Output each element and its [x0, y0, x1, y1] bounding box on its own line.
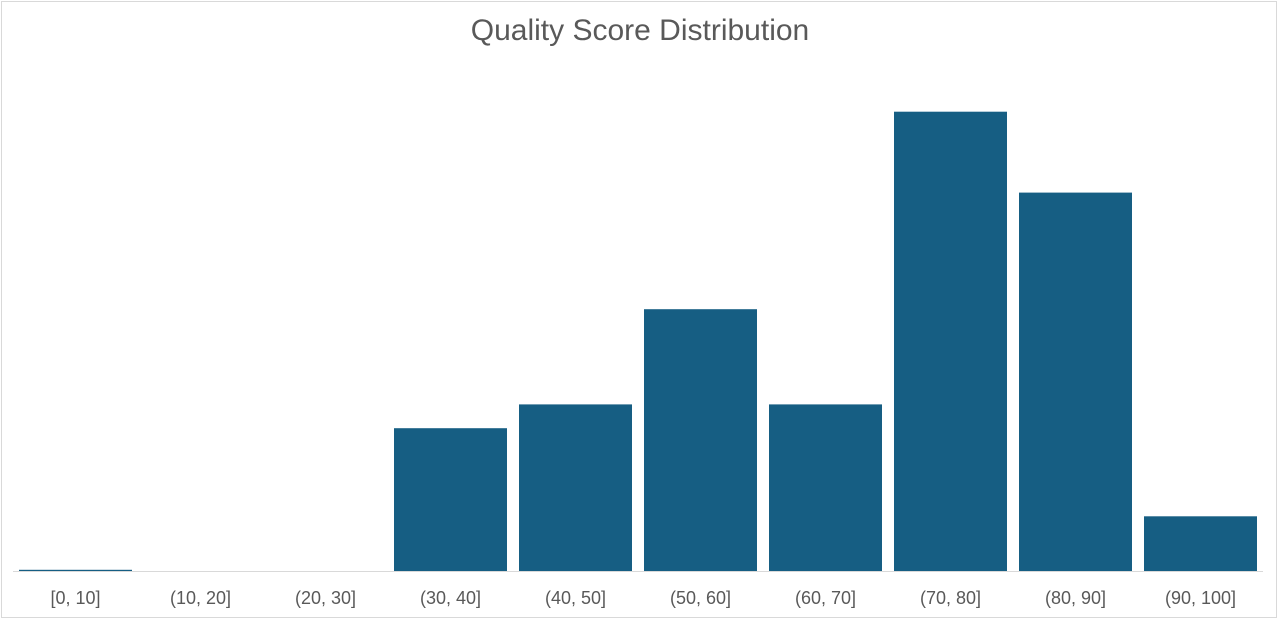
x-tick-label: (40, 50]: [545, 588, 606, 608]
bar-0: [19, 569, 132, 571]
x-tick-labels: [0, 10] (10, 20] (20, 30] (30, 40] (40, 50] (…: [50, 588, 1236, 608]
bar-9: [1144, 516, 1257, 571]
bar-8: [1019, 192, 1132, 571]
bar-4: [519, 404, 632, 571]
x-tick-label: (60, 70]: [795, 588, 856, 608]
x-tick-label: (90, 100]: [1165, 588, 1236, 608]
x-tick-label: (70, 80]: [920, 588, 981, 608]
x-tick-label: [0, 10]: [50, 588, 100, 608]
bar-3: [394, 428, 507, 571]
bar-5: [644, 309, 757, 571]
bars-group: [19, 111, 1257, 571]
x-tick-label: (20, 30]: [295, 588, 356, 608]
x-tick-label: (30, 40]: [420, 588, 481, 608]
x-tick-label: (80, 90]: [1045, 588, 1106, 608]
chart-title: Quality Score Distribution: [470, 14, 810, 47]
bar-6: [769, 404, 882, 571]
x-tick-label: (50, 60]: [670, 588, 731, 608]
bar-7: [894, 111, 1007, 571]
x-tick-label: (10, 20]: [170, 588, 231, 608]
